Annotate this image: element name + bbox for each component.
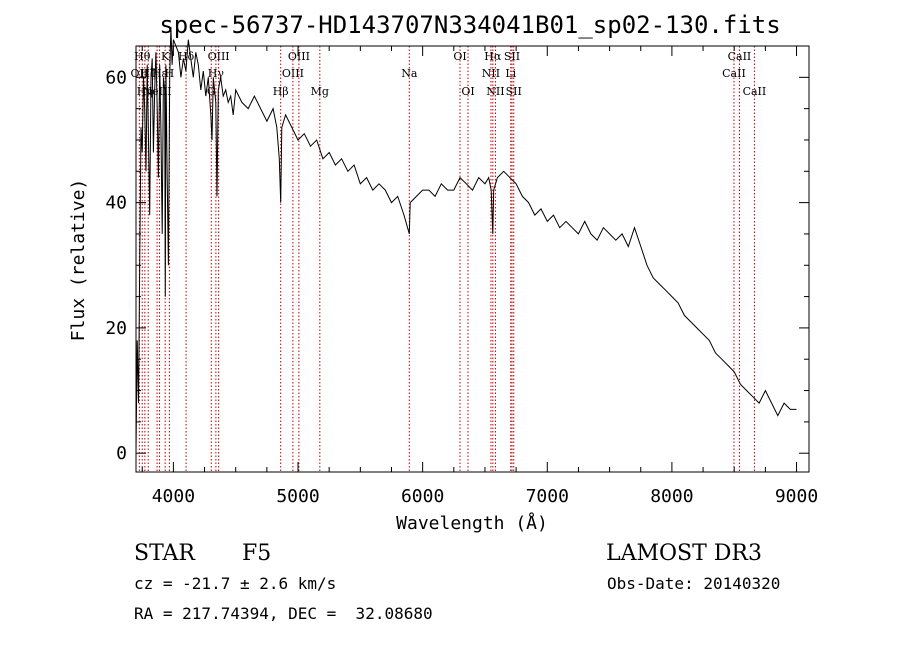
x-axis-ticks: 4000 5000 6000 7000 8000 9000	[141, 46, 818, 507]
marker-label: Hη	[137, 85, 153, 98]
redshift-value: cz = -21.7 ± 2.6 km/s	[134, 574, 336, 593]
x-axis-label: Wavelength (Å)	[396, 512, 548, 534]
spectrum-line	[135, 27, 797, 454]
obs-date: Obs-Date: 20140320	[607, 574, 780, 593]
x-tick-label: 8000	[650, 486, 693, 507]
marker-label: SII	[504, 50, 520, 63]
x-tick-label: 6000	[401, 486, 444, 507]
marker-label: OIII	[208, 50, 230, 63]
marker-label: Hβ	[273, 85, 289, 98]
marker-label: OI	[461, 85, 474, 98]
object-subclass: F5	[242, 541, 271, 566]
y-tick-label: 60	[105, 67, 127, 88]
marker-label: K	[161, 50, 170, 63]
marker-label: Mg	[311, 85, 329, 98]
y-axis-ticks: 0 20 40 60	[105, 45, 809, 464]
x-tick-label: 5000	[276, 486, 319, 507]
y-tick-label: 0	[116, 443, 127, 464]
y-tick-label: 20	[105, 318, 127, 339]
survey-name: LAMOST DR3	[606, 541, 762, 566]
marker-label: Li	[505, 67, 516, 80]
x-tick-label: 4000	[152, 486, 195, 507]
marker-label: OI	[453, 50, 466, 63]
marker-label: Hθ	[134, 50, 151, 63]
marker-label: OIII	[282, 67, 304, 80]
marker-label: CaII	[728, 50, 752, 63]
marker-label: SII	[506, 85, 522, 98]
y-axis-label: Flux (relative)	[68, 179, 89, 342]
marker-label: OIII	[288, 50, 310, 63]
object-class: STAR	[134, 541, 196, 566]
x-tick-label: 7000	[526, 486, 569, 507]
x-tick-label: 9000	[775, 486, 818, 507]
spectral-line-markers	[138, 46, 755, 472]
marker-label: NII	[482, 67, 500, 80]
marker-label: CaII	[722, 67, 746, 80]
marker-label: Hγ	[208, 67, 225, 80]
marker-label: Na	[401, 67, 418, 80]
marker-label: CaII	[743, 85, 767, 98]
marker-label: NII	[486, 85, 504, 98]
coordinates: RA = 217.74394, DEC = 32.08680	[134, 604, 433, 623]
chart-title: spec-56737-HD143707N334041B01_sp02-130.f…	[159, 11, 780, 39]
marker-label: OII	[131, 67, 149, 80]
marker-label: G	[207, 85, 216, 98]
plot-frame	[135, 45, 810, 473]
y-tick-label: 40	[105, 193, 127, 214]
marker-label: Hα	[484, 50, 502, 63]
